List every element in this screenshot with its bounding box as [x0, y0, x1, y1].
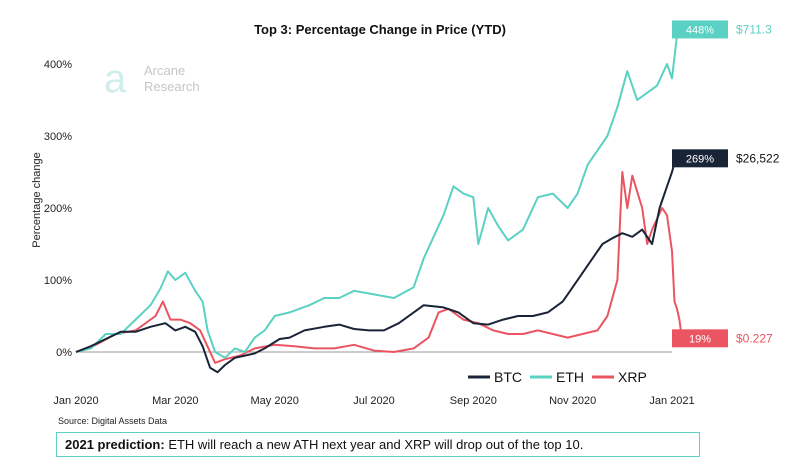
- x-tick-label: May 2020: [251, 395, 299, 407]
- y-axis-label: Percentage change: [31, 152, 43, 247]
- series-line-btc: [75, 153, 683, 374]
- end-pct-box-btc: [672, 149, 728, 168]
- y-tick-label: 200%: [44, 203, 72, 215]
- y-tick-label: 400%: [44, 59, 72, 71]
- end-price-xrp: $0.227: [736, 331, 773, 345]
- legend-item-eth: ETH: [530, 369, 584, 385]
- x-tick-label: Jan 2020: [53, 395, 98, 407]
- legend-label-xrp: XRP: [618, 369, 647, 385]
- chart-title: Top 3: Percentage Change in Price (YTD): [254, 22, 506, 37]
- logo-line1: Arcane: [144, 63, 185, 78]
- chart-axes: 0% 100% 200% 300% 400% Jan 2020 Mar 2020 May 20…: [31, 59, 695, 407]
- end-pct-btc: 269%: [686, 153, 714, 165]
- prediction-text: ETH will reach a new ATH next year and X…: [164, 437, 584, 452]
- x-tick-label: Sep 2020: [450, 395, 497, 407]
- end-pct-box-eth: [672, 20, 728, 39]
- end-label-eth: 448% $711.3: [672, 20, 772, 39]
- end-pct-eth: 448%: [686, 24, 714, 36]
- y-tick-label: 0%: [56, 347, 72, 359]
- series-line-eth: [75, 28, 683, 359]
- legend-item-xrp: XRP: [592, 369, 647, 385]
- chart-legend: BTC ETH XRP: [468, 369, 647, 385]
- legend-label-eth: ETH: [556, 369, 584, 385]
- legend-item-btc: BTC: [468, 369, 522, 385]
- x-tick-label: Nov 2020: [549, 395, 596, 407]
- x-tick-label: Mar 2020: [152, 395, 198, 407]
- prediction-box: 2021 prediction: ETH will reach a new AT…: [56, 432, 700, 457]
- end-pct-xrp: 19%: [689, 333, 711, 345]
- logo-mark-icon: a: [104, 60, 127, 100]
- end-pct-box-xrp: [672, 329, 728, 348]
- end-label-btc: 269% $26,522: [672, 149, 780, 168]
- x-tick-label: Jul 2020: [353, 395, 395, 407]
- chart-lines: [75, 28, 683, 374]
- line-chart: 0% 100% 200% 300% 400% Jan 2020 Mar 2020 May 20…: [31, 20, 780, 407]
- prediction-label: 2021 prediction:: [65, 437, 165, 452]
- series-line-xrp: [75, 171, 683, 364]
- end-price-eth: $711.3: [736, 22, 772, 36]
- source-note: Source: Digital Assets Data: [58, 416, 168, 426]
- logo-line2: Research: [144, 79, 200, 94]
- end-labels: 269% $26,522 448% $711.3 19% $0.227: [672, 20, 780, 348]
- y-tick-label: 300%: [44, 131, 72, 143]
- end-price-btc: $26,522: [736, 151, 780, 165]
- arcane-research-logo: a Arcane Research: [104, 57, 214, 105]
- legend-label-btc: BTC: [494, 369, 522, 385]
- x-tick-label: Jan 2021: [649, 395, 694, 407]
- y-tick-label: 100%: [44, 275, 72, 287]
- end-label-xrp: 19% $0.227: [672, 329, 773, 348]
